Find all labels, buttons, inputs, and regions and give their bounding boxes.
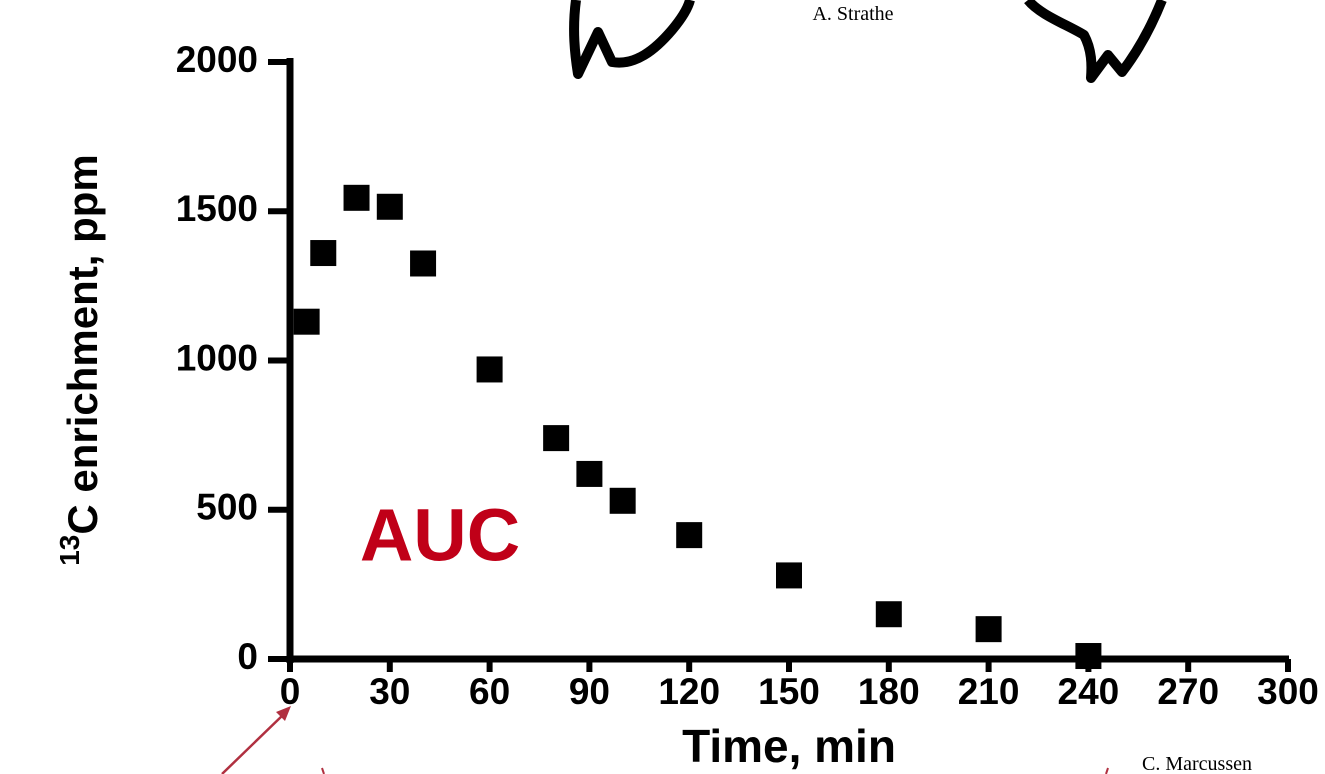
- marker: [476, 356, 503, 383]
- x-tick-label: 300: [1257, 671, 1319, 712]
- marker: [609, 487, 636, 514]
- x-tick-label: 0: [280, 671, 301, 712]
- x-tick-label: 270: [1157, 671, 1219, 712]
- marker: [1075, 643, 1102, 670]
- x-tick-label: 240: [1058, 671, 1120, 712]
- x-tick-label: 120: [658, 671, 720, 712]
- y-tick-label: 0: [237, 636, 258, 677]
- x-tick-label: 60: [469, 671, 510, 712]
- sketch-left: [569, 0, 695, 79]
- marker: [410, 250, 437, 277]
- y-axis-title-sup: 13: [54, 535, 85, 566]
- marker: [676, 522, 703, 549]
- arrow-stub: [321, 767, 325, 774]
- x-tick-label: 150: [758, 671, 820, 712]
- marker: [576, 460, 603, 487]
- arrow-head: [276, 706, 291, 721]
- marker: [776, 562, 802, 589]
- annotation: AUC: [360, 494, 520, 577]
- marker: [975, 616, 1002, 643]
- x-tick-label: 90: [569, 671, 610, 712]
- marker: [875, 601, 902, 628]
- y-tick-label: 1000: [176, 337, 258, 378]
- y-tick-label: 500: [196, 487, 258, 528]
- marker: [293, 308, 320, 335]
- y-axis-title-main: C enrichment, ppm: [59, 154, 106, 534]
- marker: [543, 425, 570, 452]
- sketch-right: [1024, 0, 1167, 83]
- x-axis-title: Time, min: [682, 720, 896, 772]
- y-axis-title: 13C enrichment, ppm: [54, 154, 106, 566]
- arrow-stub: [1105, 767, 1109, 774]
- x-tick-label: 210: [958, 671, 1020, 712]
- y-tick-label: 1500: [176, 188, 258, 229]
- x-tick-label: 180: [858, 671, 920, 712]
- arrow: [221, 713, 285, 774]
- x-tick-label: 30: [369, 671, 410, 712]
- author-bottom: C. Marcussen: [1142, 753, 1252, 774]
- marker: [343, 184, 370, 211]
- author-top: A. Strathe: [812, 3, 893, 25]
- y-tick-label: 2000: [176, 39, 258, 80]
- marker: [310, 240, 337, 267]
- marker: [376, 193, 403, 220]
